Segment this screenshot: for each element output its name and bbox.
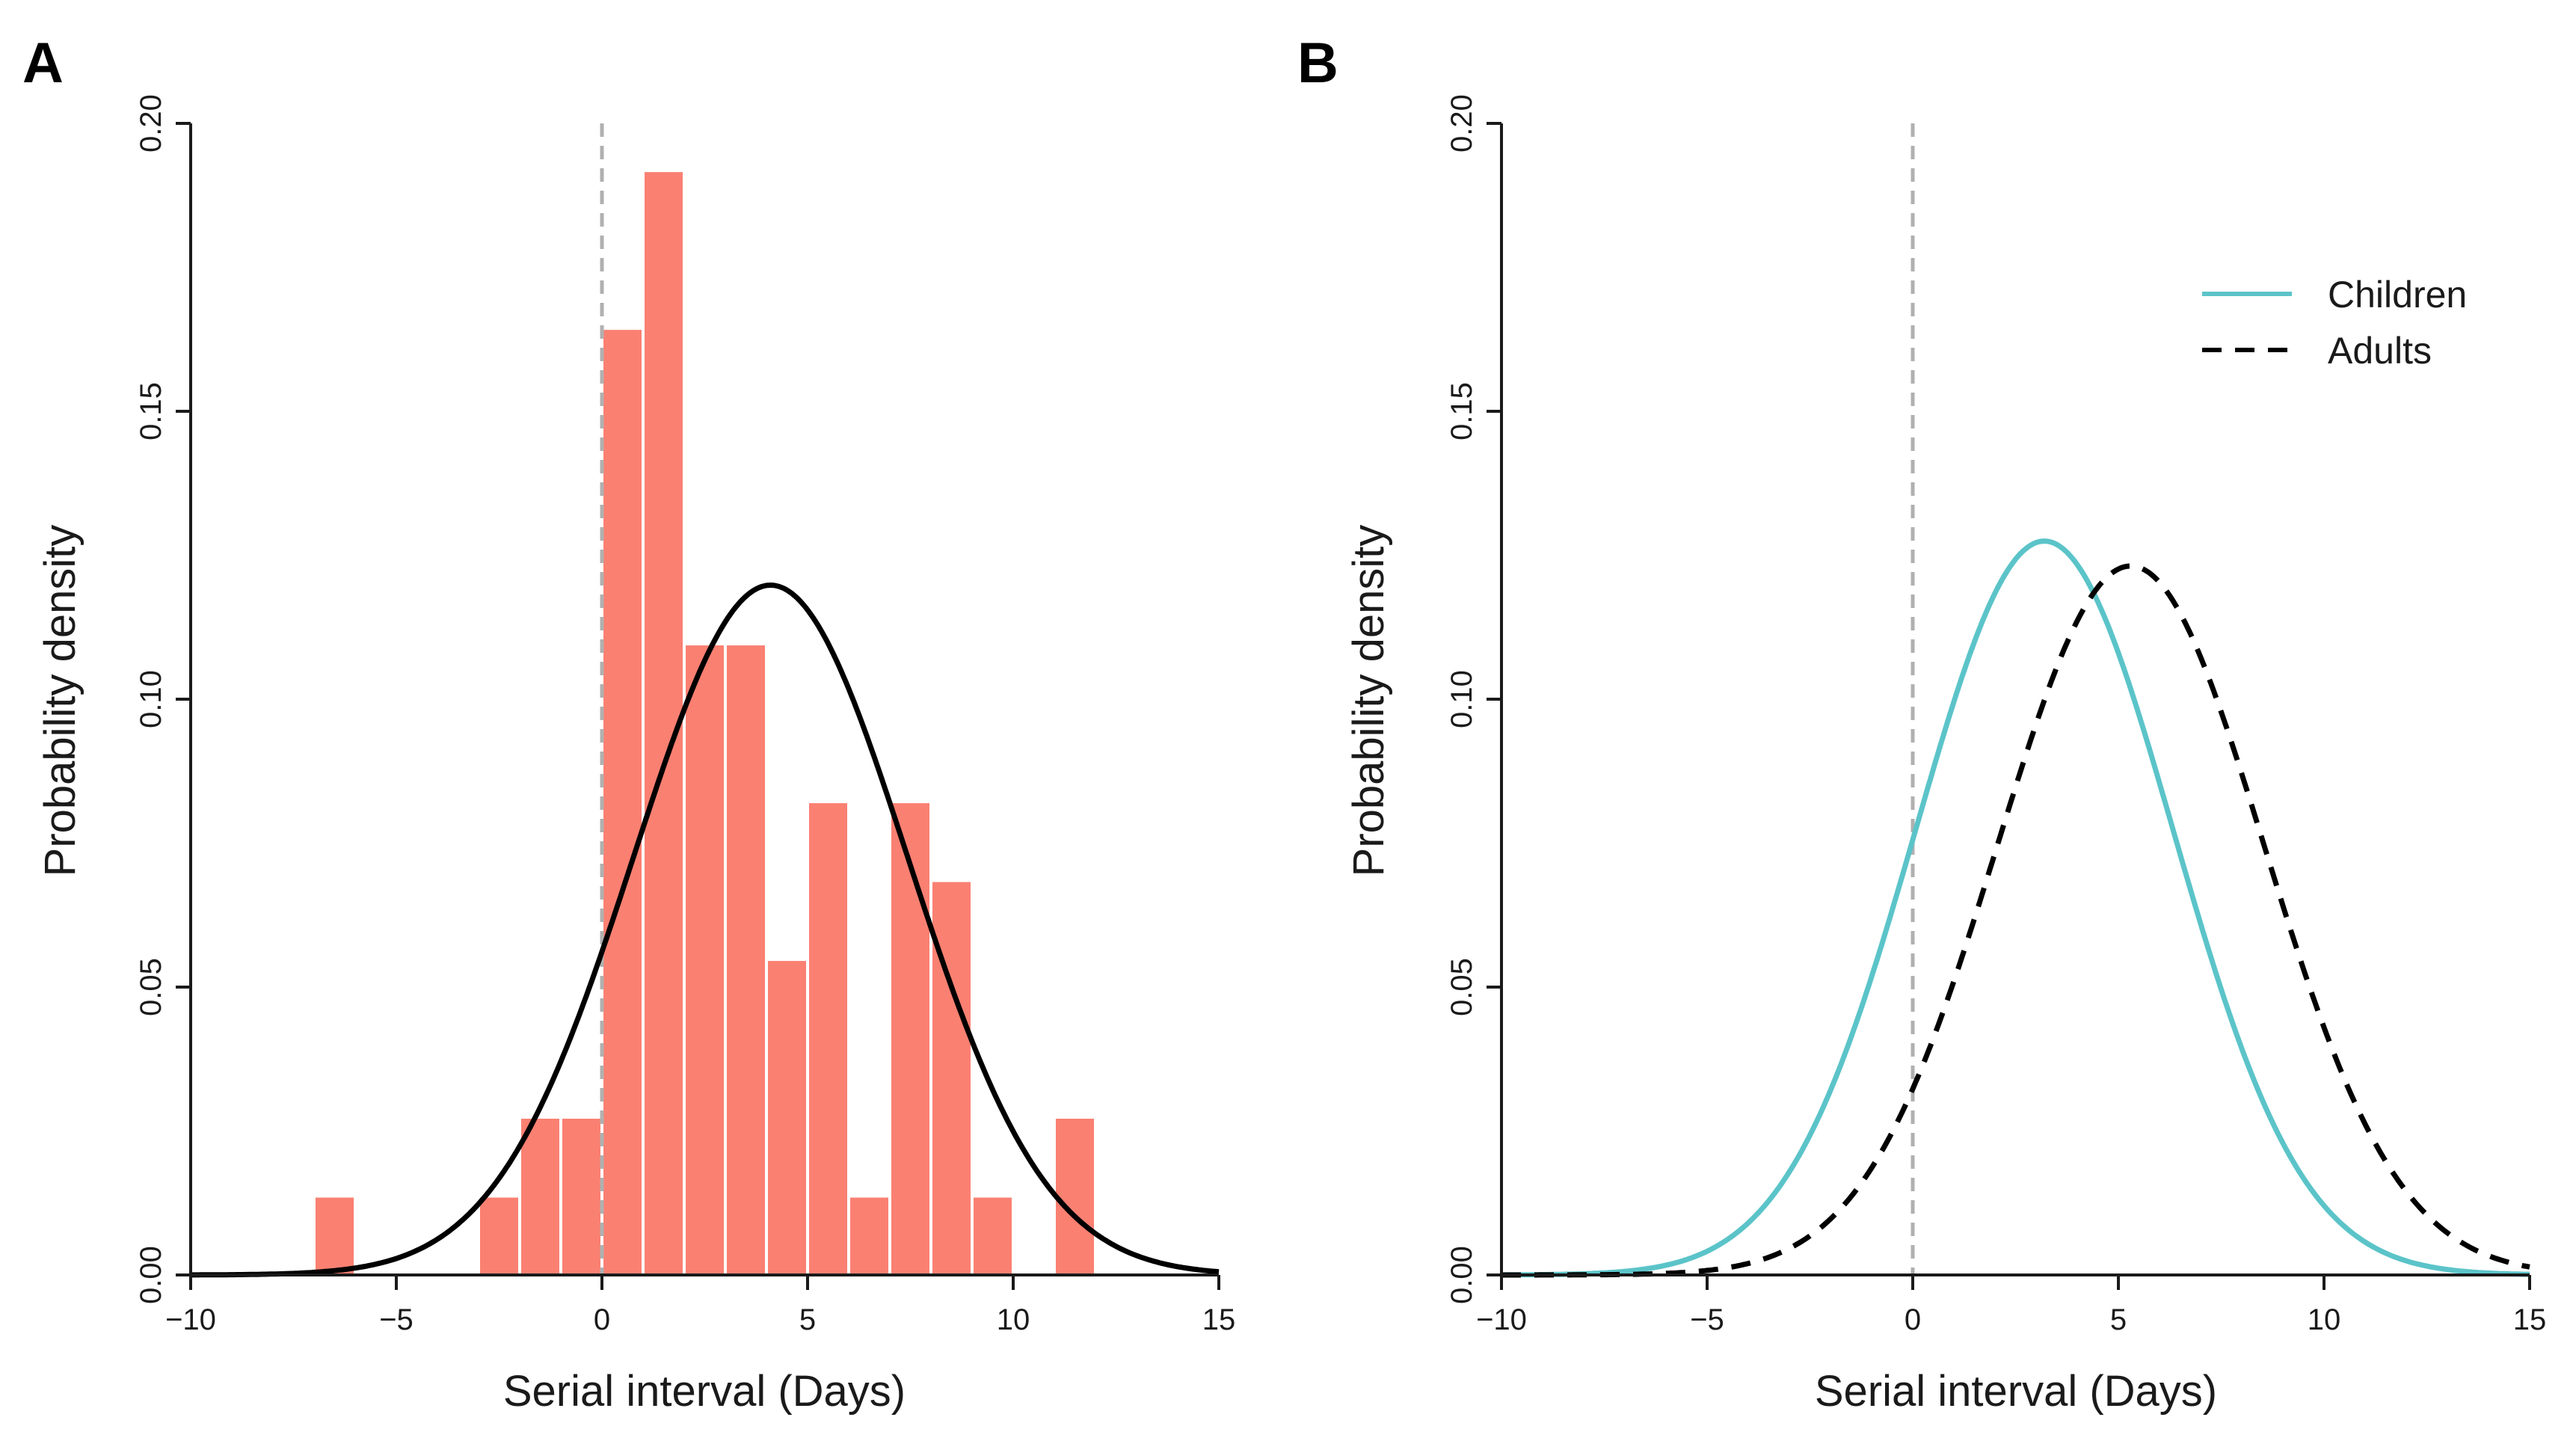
y-tick-label: 0.05 xyxy=(1445,958,1478,1016)
histogram-bar xyxy=(518,1116,562,1277)
series-line-fitted-normal xyxy=(191,582,1220,1278)
y-tick-label: 0.00 xyxy=(1445,1246,1478,1304)
x-tick-label: −10 xyxy=(165,1303,216,1336)
histogram-bar xyxy=(765,958,809,1277)
density-curves xyxy=(1501,538,2530,1278)
x-tick-label: 10 xyxy=(2308,1303,2341,1336)
histogram-bars xyxy=(313,169,1097,1277)
x-tick-label: 10 xyxy=(997,1303,1030,1336)
histogram-bar xyxy=(806,800,850,1277)
x-tick-label: 5 xyxy=(2110,1303,2127,1336)
x-tick-label: 15 xyxy=(1202,1303,1236,1336)
x-tick-label: −5 xyxy=(1690,1303,1724,1336)
x-tick-label: −10 xyxy=(1476,1303,1527,1336)
histogram-bar xyxy=(683,642,727,1276)
y-tick-label: 0.15 xyxy=(135,382,167,440)
axes: −10 −5 0 5 10 15 0.00 0.05 0.10 0.15 0.20 xyxy=(135,94,1235,1336)
legend-label-children: Children xyxy=(2328,274,2467,316)
y-tick-label: 0.05 xyxy=(135,958,167,1016)
histogram-bar xyxy=(724,642,768,1276)
axes: −10 −5 0 5 10 15 0.00 0.05 0.10 0.15 0.20 xyxy=(1445,94,2546,1336)
histogram-bar xyxy=(847,1194,891,1277)
y-tick-label: 0.10 xyxy=(1445,670,1478,728)
y-tick-label: 0.20 xyxy=(1445,94,1478,153)
x-tick-label: 0 xyxy=(594,1303,610,1336)
histogram-bar xyxy=(477,1194,521,1277)
series-line-adults xyxy=(1501,563,2530,1278)
histogram-bar xyxy=(600,327,645,1276)
panel-label-b: B xyxy=(1297,31,1338,95)
x-axis-title: Serial interval (Days) xyxy=(1815,1367,2217,1416)
histogram-bar xyxy=(313,1194,357,1277)
density-curves xyxy=(191,582,1220,1278)
series-line-children xyxy=(1501,538,2530,1278)
legend: Children Adults xyxy=(2202,274,2467,372)
y-tick-label: 0.20 xyxy=(135,94,167,153)
panel-b: B −10 −5 0 5 10 15 0.00 0.05 0.10 0.15 0.20 Serial… xyxy=(1297,31,2546,1416)
panel-a: A −10 −5 0 5 10 15 0.00 0.05 0.10 0.15 0.20 Serial… xyxy=(22,31,1235,1416)
y-axis-title: Probability density xyxy=(1344,525,1393,877)
histogram-bar xyxy=(1053,1116,1097,1277)
x-tick-label: 5 xyxy=(799,1303,816,1336)
histogram-bar xyxy=(559,1116,603,1277)
x-tick-label: −5 xyxy=(379,1303,414,1336)
y-tick-label: 0.15 xyxy=(1445,382,1478,440)
y-tick-label: 0.10 xyxy=(135,670,167,728)
x-tick-label: 0 xyxy=(1905,1303,1921,1336)
x-tick-label: 15 xyxy=(2513,1303,2547,1336)
histogram-bar xyxy=(971,1194,1015,1277)
legend-label-adults: Adults xyxy=(2328,330,2432,372)
x-axis-title: Serial interval (Days) xyxy=(503,1367,906,1416)
panel-label-a: A xyxy=(22,31,64,95)
y-axis-title: Probability density xyxy=(36,525,84,877)
y-tick-label: 0.00 xyxy=(135,1246,167,1304)
